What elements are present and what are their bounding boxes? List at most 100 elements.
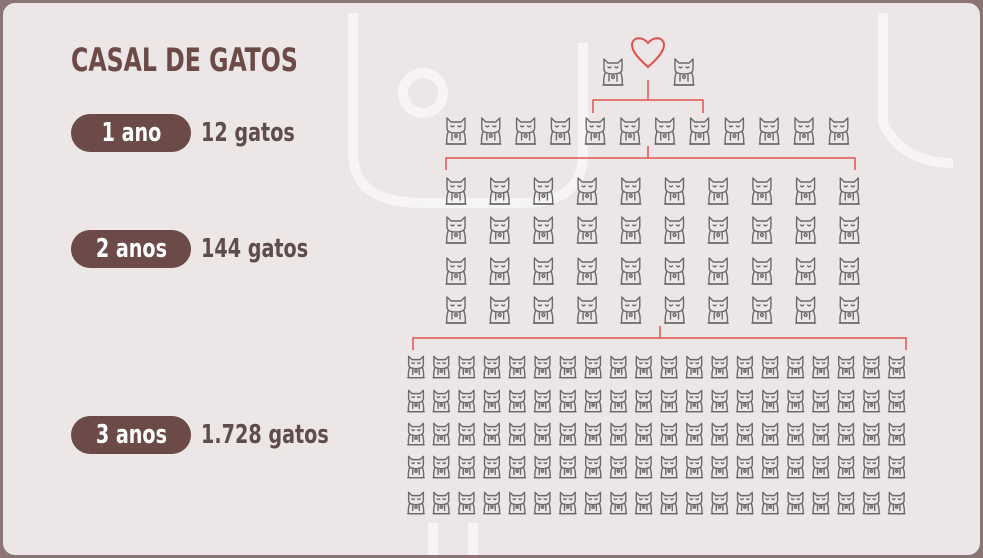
cat-icon: [482, 491, 501, 515]
cat-icon: [838, 257, 860, 285]
cat-icon: [533, 422, 552, 446]
cat-icon: [584, 355, 603, 379]
cat-icon: [482, 389, 501, 413]
cat-icon: [758, 117, 780, 145]
cat-icon: [811, 422, 830, 446]
cat-icon: [751, 257, 773, 285]
cat-icon: [457, 355, 476, 379]
cat-icon: [620, 177, 642, 205]
cat-icon: [432, 422, 451, 446]
connector-bracket: [445, 146, 856, 170]
cat-icon: [533, 491, 552, 515]
cat-icon: [532, 296, 555, 324]
cat-icon: [558, 389, 577, 413]
cat-icon: [786, 389, 805, 413]
cat-icon: [735, 355, 754, 379]
cat-icon: [407, 389, 425, 413]
heart-icon: [630, 37, 666, 69]
cat-icon: [549, 117, 572, 145]
cat-icon: [576, 257, 598, 285]
cat-icon: [654, 117, 676, 145]
cat-icon: [811, 355, 830, 379]
cat-icon: [685, 455, 704, 479]
cat-icon: [445, 296, 467, 324]
cat-icon: [710, 422, 729, 446]
cat-icon: [508, 355, 527, 379]
cat-icon: [609, 455, 628, 479]
cat-icon: [862, 389, 881, 413]
cat-icon: [811, 389, 830, 413]
cat-icon: [457, 491, 476, 515]
cat-icon: [634, 389, 653, 413]
year-label: 1 ano: [101, 118, 161, 148]
cat-icon: [811, 455, 830, 479]
cat-icon: [584, 389, 603, 413]
cat-icon: [480, 117, 502, 145]
cat-icon: [707, 296, 729, 324]
row-2-years: 2 anos 144 gatos: [71, 229, 332, 269]
cat-icon: [602, 58, 624, 86]
cat-icon: [828, 117, 850, 145]
cat-icon: [710, 491, 729, 515]
cat-icon: [707, 257, 729, 285]
year-badge: 1 ano: [71, 114, 191, 152]
cat-icon: [793, 117, 815, 145]
cat-icon: [584, 422, 603, 446]
cat-icon: [457, 389, 476, 413]
cat-icon: [751, 177, 773, 205]
cat-icon: [794, 257, 817, 285]
cat-icon: [710, 455, 729, 479]
cat-icon: [445, 117, 467, 145]
cat-icon: [445, 177, 467, 205]
cat-icon: [532, 257, 555, 285]
cat-icon: [660, 491, 678, 515]
cat-icon: [508, 455, 527, 479]
cat-icon: [673, 58, 695, 86]
cat-icon: [685, 355, 704, 379]
cat-icon: [837, 355, 856, 379]
cat-icon: [514, 117, 537, 145]
cat-icon: [761, 355, 780, 379]
cat-icon: [576, 296, 598, 324]
cat-icon: [887, 422, 906, 446]
infographic-panel: CASAL DE GATOS 1 ano 12 gatos 2 anos 144…: [3, 3, 980, 555]
cat-icon: [688, 117, 711, 145]
cat-icon: [761, 389, 780, 413]
row-3-years: 3 anos 1.728 gatos: [71, 415, 357, 455]
cat-icon: [533, 389, 552, 413]
cat-icon: [837, 389, 856, 413]
cat-icon: [533, 455, 552, 479]
cat-icon: [508, 491, 527, 515]
cat-icon: [786, 491, 805, 515]
cat-icon: [663, 216, 686, 244]
cat-icon: [761, 455, 780, 479]
cat-icon: [786, 355, 805, 379]
year-badge: 2 anos: [71, 230, 191, 268]
cat-icon: [735, 455, 754, 479]
cat-icon: [862, 355, 881, 379]
cat-icon: [634, 355, 653, 379]
cat-icon: [407, 491, 425, 515]
cat-icon: [620, 216, 642, 244]
connector-bracket: [412, 326, 907, 350]
cat-icon: [685, 389, 704, 413]
year-badge: 3 anos: [71, 416, 191, 454]
cat-icon: [584, 491, 603, 515]
cat-icon: [432, 455, 451, 479]
cat-icon: [761, 422, 780, 446]
cat-icon: [457, 422, 476, 446]
cat-icon: [838, 296, 860, 324]
cat-icon: [532, 216, 555, 244]
cat-icon: [609, 422, 628, 446]
cat-icon: [508, 389, 527, 413]
cat-icon: [837, 455, 856, 479]
cat-icon: [482, 422, 501, 446]
cat-icon: [576, 216, 598, 244]
cat-icon: [634, 455, 653, 479]
cat-icon: [723, 117, 746, 145]
cat-icon: [609, 389, 628, 413]
cat-icon: [508, 422, 527, 446]
cat-icon: [838, 177, 860, 205]
cat-icon: [620, 257, 642, 285]
